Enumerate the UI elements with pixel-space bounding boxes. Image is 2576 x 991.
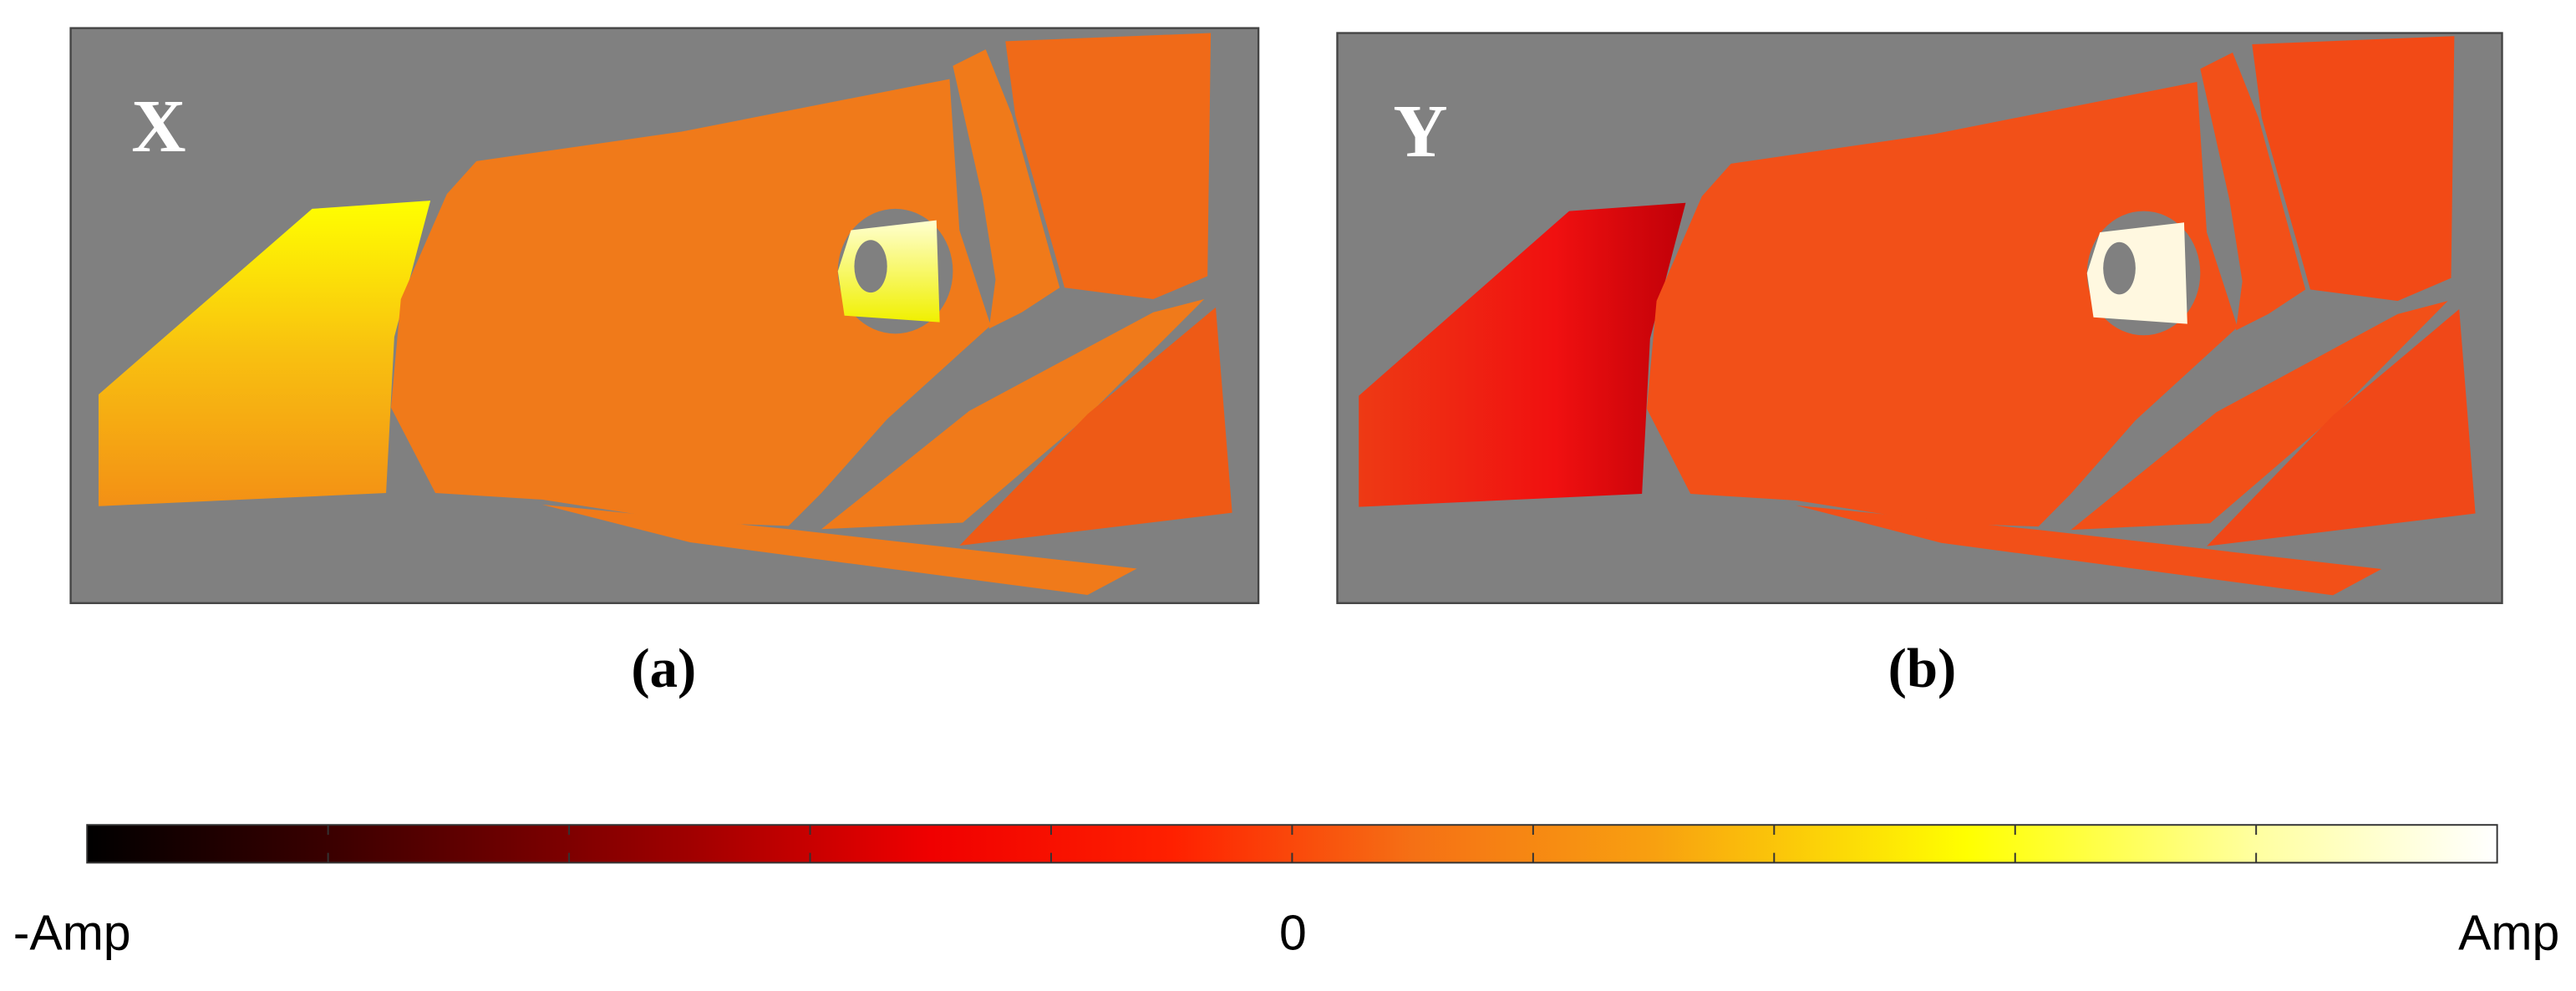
panel-label: Y [1393,89,1447,173]
colorbar-ticks [327,825,2258,863]
colorbar-label: -Amp [13,907,131,961]
panel-label: X [131,84,185,168]
panel-caption: (b) [1888,638,1957,699]
colorbar-label: Amp [2458,907,2559,961]
colorbar-label: 0 [1279,907,1307,961]
panel-caption: (a) [631,638,696,699]
